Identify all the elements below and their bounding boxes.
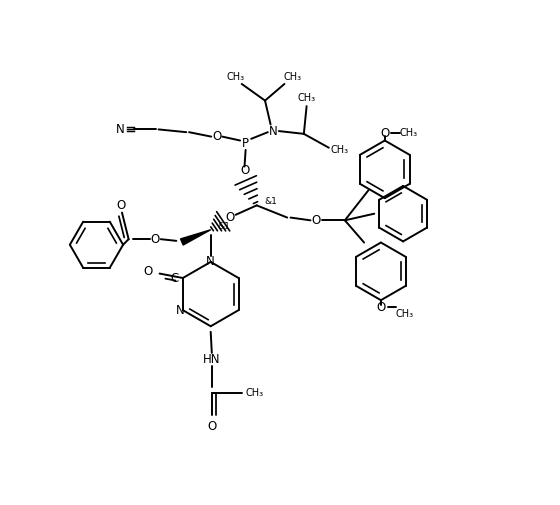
Text: C: C (170, 272, 179, 284)
Text: N: N (269, 125, 278, 137)
Text: CH₃: CH₃ (284, 72, 302, 82)
Text: &1: &1 (217, 223, 230, 231)
Text: CH₃: CH₃ (399, 128, 417, 138)
Text: N: N (176, 304, 184, 317)
Text: O: O (226, 211, 235, 224)
Text: O: O (144, 265, 153, 278)
Text: CH₃: CH₃ (297, 93, 316, 104)
Text: N: N (116, 123, 125, 136)
Text: O: O (311, 214, 321, 227)
Text: O: O (376, 301, 385, 314)
Text: &1: &1 (264, 197, 277, 206)
Text: O: O (116, 199, 125, 213)
Text: CH₃: CH₃ (245, 388, 264, 398)
Text: O: O (240, 165, 249, 177)
Text: O: O (380, 127, 389, 140)
Text: O: O (212, 130, 221, 143)
Text: CH₃: CH₃ (226, 72, 244, 82)
Text: O: O (151, 233, 160, 246)
Text: CH₃: CH₃ (395, 309, 413, 319)
Text: CH₃: CH₃ (331, 145, 349, 156)
Text: O: O (207, 420, 216, 433)
Text: HN: HN (203, 353, 221, 366)
Text: P: P (242, 137, 249, 150)
Text: N: N (206, 256, 215, 269)
Polygon shape (180, 230, 211, 245)
